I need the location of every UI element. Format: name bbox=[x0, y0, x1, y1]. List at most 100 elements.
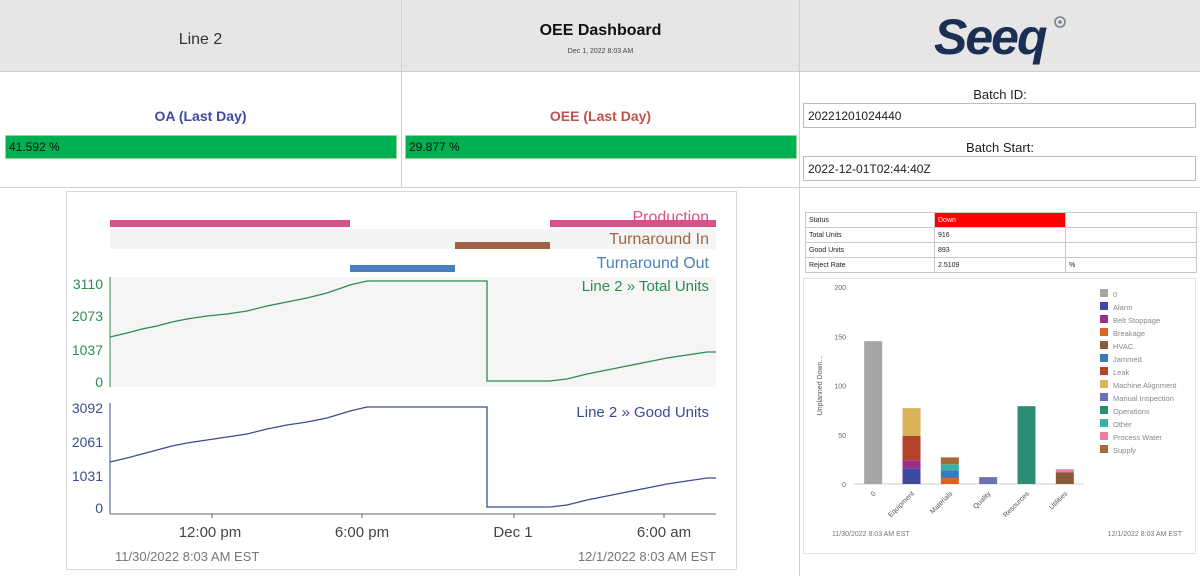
legend-swatch bbox=[1100, 406, 1108, 414]
y-tick-label: 1037 bbox=[72, 342, 103, 358]
status-cell: Status Down Total Units 916 Good Units 8… bbox=[800, 188, 1200, 576]
oee-kpi-label: OEE (Last Day) bbox=[549, 108, 652, 124]
legend-swatch bbox=[1100, 393, 1108, 401]
legend-label[interactable]: Supply bbox=[1113, 446, 1136, 455]
table-row: Reject Rate 2.5109 % bbox=[805, 257, 1197, 273]
y-tick-label: 100 bbox=[834, 384, 846, 391]
pareto-range-end: 12/1/2022 8:03 AM EST bbox=[1108, 531, 1183, 538]
legend-label[interactable]: Leak bbox=[1113, 368, 1130, 377]
bar-segment-0[interactable] bbox=[864, 341, 883, 484]
capsule-label-production: Production bbox=[633, 209, 710, 226]
legend-swatch bbox=[1100, 432, 1108, 440]
oa-kpi-label: OA (Last Day) bbox=[154, 108, 247, 124]
legend-swatch bbox=[1100, 341, 1108, 349]
legend-label[interactable]: Machine Alignment bbox=[1113, 381, 1177, 390]
seeq-logo: Seeq bbox=[934, 9, 1066, 65]
legend-label[interactable]: Belt Stoppage bbox=[1113, 316, 1160, 325]
good-units-unit bbox=[1065, 242, 1197, 258]
reject-rate-label: Reject Rate bbox=[805, 257, 935, 273]
bar-segment-hvac[interactable] bbox=[1055, 472, 1074, 484]
x-tick-label: 6:00 am bbox=[637, 524, 691, 541]
svg-text:Seeq: Seeq bbox=[934, 9, 1047, 65]
legend-swatch bbox=[1100, 419, 1108, 427]
legend-label[interactable]: Breakage bbox=[1113, 329, 1145, 338]
capsule-production[interactable] bbox=[110, 220, 350, 227]
capsule-lane-turnaround-in bbox=[110, 229, 716, 249]
bar-segment-manual-inspection[interactable] bbox=[979, 477, 998, 484]
y-axis-label: Unplanned Down... bbox=[817, 356, 824, 416]
series-line-good-units[interactable] bbox=[109, 406, 716, 508]
legend-label[interactable]: Jammed bbox=[1113, 355, 1142, 364]
status-value: Down bbox=[934, 212, 1066, 228]
oa-kpi-bar: 41.592 % bbox=[5, 135, 397, 159]
batch-id-field[interactable]: 20221201024440 bbox=[803, 103, 1196, 128]
bar-segment-jammed[interactable] bbox=[940, 470, 959, 479]
downtime-bar-chart: 200 150 100 50 0 Unplanned Down... 0 Equipment M… bbox=[817, 285, 1183, 538]
bar-segment-belt-stoppage[interactable] bbox=[902, 460, 921, 469]
bar-segment-operations[interactable] bbox=[1017, 406, 1036, 484]
bar-segment-leak[interactable] bbox=[902, 435, 921, 461]
legend-swatch bbox=[1100, 380, 1108, 388]
trend-range-end: 12/1/2022 8:03 AM EST bbox=[578, 549, 716, 564]
capsule-production[interactable] bbox=[550, 220, 716, 227]
bar-segment-breakage[interactable] bbox=[940, 478, 959, 484]
legend-label[interactable]: Operations bbox=[1113, 407, 1150, 416]
x-tick-label: Materials bbox=[929, 490, 954, 515]
legend-swatch bbox=[1100, 302, 1108, 310]
bar-segment-supply[interactable] bbox=[940, 457, 959, 465]
legend-swatch bbox=[1100, 367, 1108, 375]
x-tick-label: 6:00 pm bbox=[335, 524, 389, 541]
oee-kpi-value: 29.877 % bbox=[409, 140, 460, 154]
series-name-total-units: Line 2 » Total Units bbox=[582, 278, 709, 295]
y-tick-label: 2073 bbox=[72, 308, 103, 324]
trend-panel[interactable]: Production Turnaround In Turnaround Out … bbox=[66, 191, 737, 570]
good-units-label: Good Units bbox=[805, 242, 935, 258]
y-tick-label: 3110 bbox=[73, 276, 103, 292]
legend-label[interactable]: 0 bbox=[1113, 290, 1117, 299]
x-tick-label: Utilities bbox=[1048, 490, 1069, 511]
y-tick-label: 0 bbox=[842, 482, 846, 489]
batch-cell: Batch ID: 20221201024440 Batch Start: 20… bbox=[800, 72, 1200, 188]
reject-rate-unit: % bbox=[1065, 257, 1197, 273]
y-tick-label: 3092 bbox=[72, 400, 103, 416]
bar-segment-other[interactable] bbox=[940, 464, 959, 471]
capsule-label-turnaround-out: Turnaround Out bbox=[597, 255, 710, 272]
legend-swatch bbox=[1100, 315, 1108, 323]
y-tick-label: 50 bbox=[838, 433, 846, 440]
capsule-turnaround-in[interactable] bbox=[455, 242, 550, 249]
header-line-cell: Line 2 bbox=[0, 0, 402, 72]
legend-label[interactable]: Other bbox=[1113, 420, 1132, 429]
legend-swatch bbox=[1100, 289, 1108, 297]
capsule-label-turnaround-in: Turnaround In bbox=[609, 231, 709, 248]
status-unit bbox=[1065, 212, 1197, 228]
y-tick-label: 0 bbox=[95, 374, 103, 390]
trend-chart: Production Turnaround In Turnaround Out … bbox=[72, 209, 716, 564]
total-units-value: 916 bbox=[934, 227, 1066, 243]
bar-segment-alarm[interactable] bbox=[902, 468, 921, 484]
series-line-total-units[interactable] bbox=[109, 280, 716, 382]
legend-swatch bbox=[1100, 445, 1108, 453]
legend-swatch bbox=[1100, 354, 1108, 362]
legend-label[interactable]: Manual Inspection bbox=[1113, 394, 1174, 403]
legend-label[interactable]: Process Water bbox=[1113, 433, 1162, 442]
x-tick-label: Resources bbox=[1002, 490, 1031, 519]
batch-start-field[interactable]: 2022-12-01T02:44:40Z bbox=[803, 156, 1196, 181]
table-row: Status Down bbox=[805, 212, 1197, 228]
bar-segment-process-water[interactable] bbox=[1055, 469, 1074, 473]
capsule-turnaround-out[interactable] bbox=[350, 265, 455, 272]
dashboard-date: Dec 1, 2022 8:03 AM bbox=[567, 48, 634, 55]
bar-segment-machine-alignment[interactable] bbox=[902, 408, 921, 436]
batch-id-label: Batch ID: bbox=[973, 87, 1027, 102]
good-units-value: 893 bbox=[934, 242, 1066, 258]
x-tick-label: Equipment bbox=[887, 490, 916, 519]
oa-kpi-cell: OA (Last Day) 41.592 % bbox=[0, 72, 402, 188]
downtime-pareto-panel[interactable]: 200 150 100 50 0 Unplanned Down... 0 Equipment M… bbox=[803, 278, 1196, 554]
batch-start-label: Batch Start: bbox=[966, 140, 1034, 155]
y-tick-label: 150 bbox=[834, 334, 846, 341]
legend-label[interactable]: HVAC bbox=[1113, 342, 1134, 351]
x-tick-label: 0 bbox=[870, 490, 878, 498]
y-tick-label: 200 bbox=[834, 285, 846, 292]
pareto-range-start: 11/30/2022 8:03 AM EST bbox=[832, 531, 910, 538]
legend-label[interactable]: Alarm bbox=[1113, 303, 1133, 312]
